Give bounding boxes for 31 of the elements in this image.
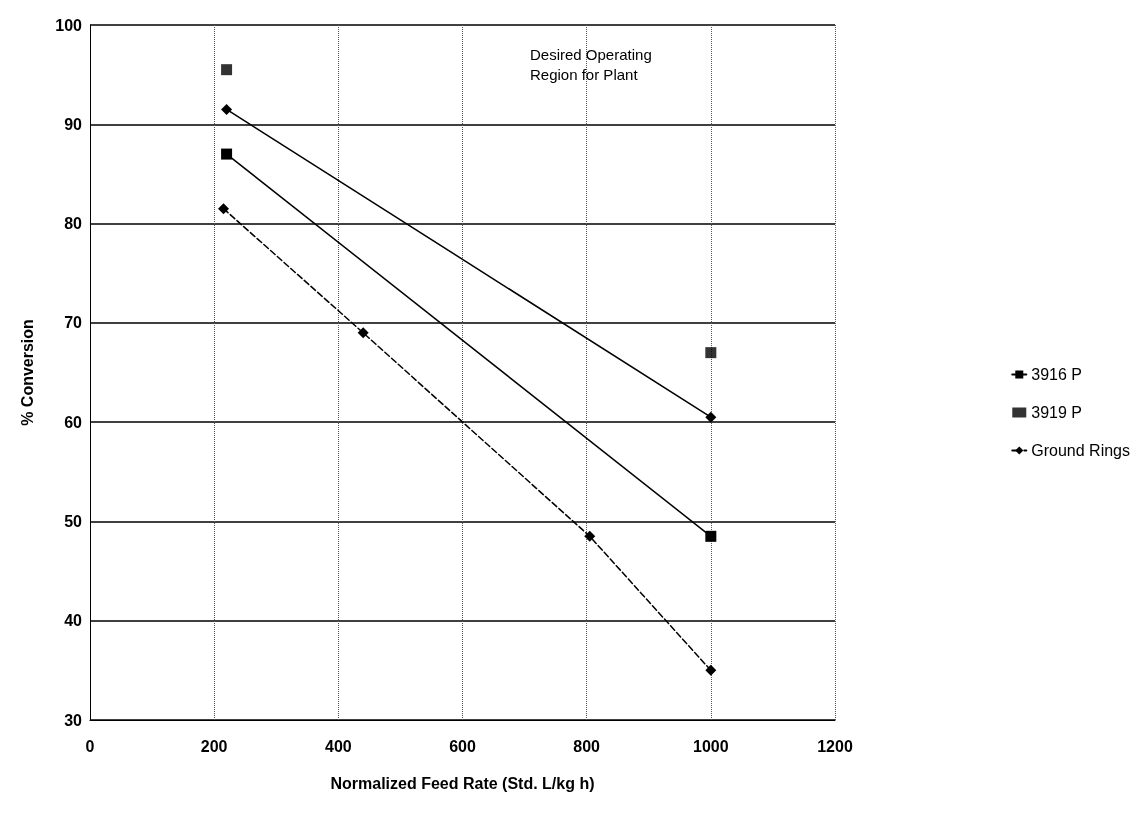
point (221, 64, 233, 76)
y-axis-title: % Conversion (18, 319, 36, 426)
y-tick-label: 80 (64, 215, 83, 233)
point (221, 148, 233, 160)
point (221, 103, 233, 115)
y-tick-label: 60 (64, 413, 83, 431)
x-tick-label: 200 (200, 737, 228, 755)
x-axis-title: Normalized Feed Rate (Std. L/kg h) (330, 774, 595, 792)
x-tick-label: 400 (324, 737, 352, 755)
y-tick-label: 40 (64, 612, 83, 630)
y-tick-label: 100 (55, 16, 83, 34)
x-tick-label: 600 (449, 737, 476, 755)
y-tick-label: 90 (64, 115, 83, 133)
point (705, 530, 717, 542)
point (705, 664, 717, 676)
point (705, 411, 717, 423)
y-tick-label: 70 (64, 314, 83, 332)
x-tick-label: 800 (573, 737, 601, 755)
x-tick-label: 1000 (693, 737, 729, 755)
point (217, 203, 229, 215)
annotation: Desired Operating Region for Plant (530, 45, 656, 83)
x-tick-label: 1200 (817, 737, 853, 755)
legend-label: 3916 P (1031, 366, 1082, 383)
legend-label: Ground Rings (1031, 442, 1130, 459)
point (357, 327, 369, 339)
point (705, 347, 717, 359)
legend-label: 3919 P (1031, 404, 1082, 421)
point (584, 530, 596, 542)
y-tick-label: 50 (64, 512, 83, 530)
y-tick-label: 30 (64, 711, 83, 729)
x-tick-label: 0 (85, 737, 95, 755)
